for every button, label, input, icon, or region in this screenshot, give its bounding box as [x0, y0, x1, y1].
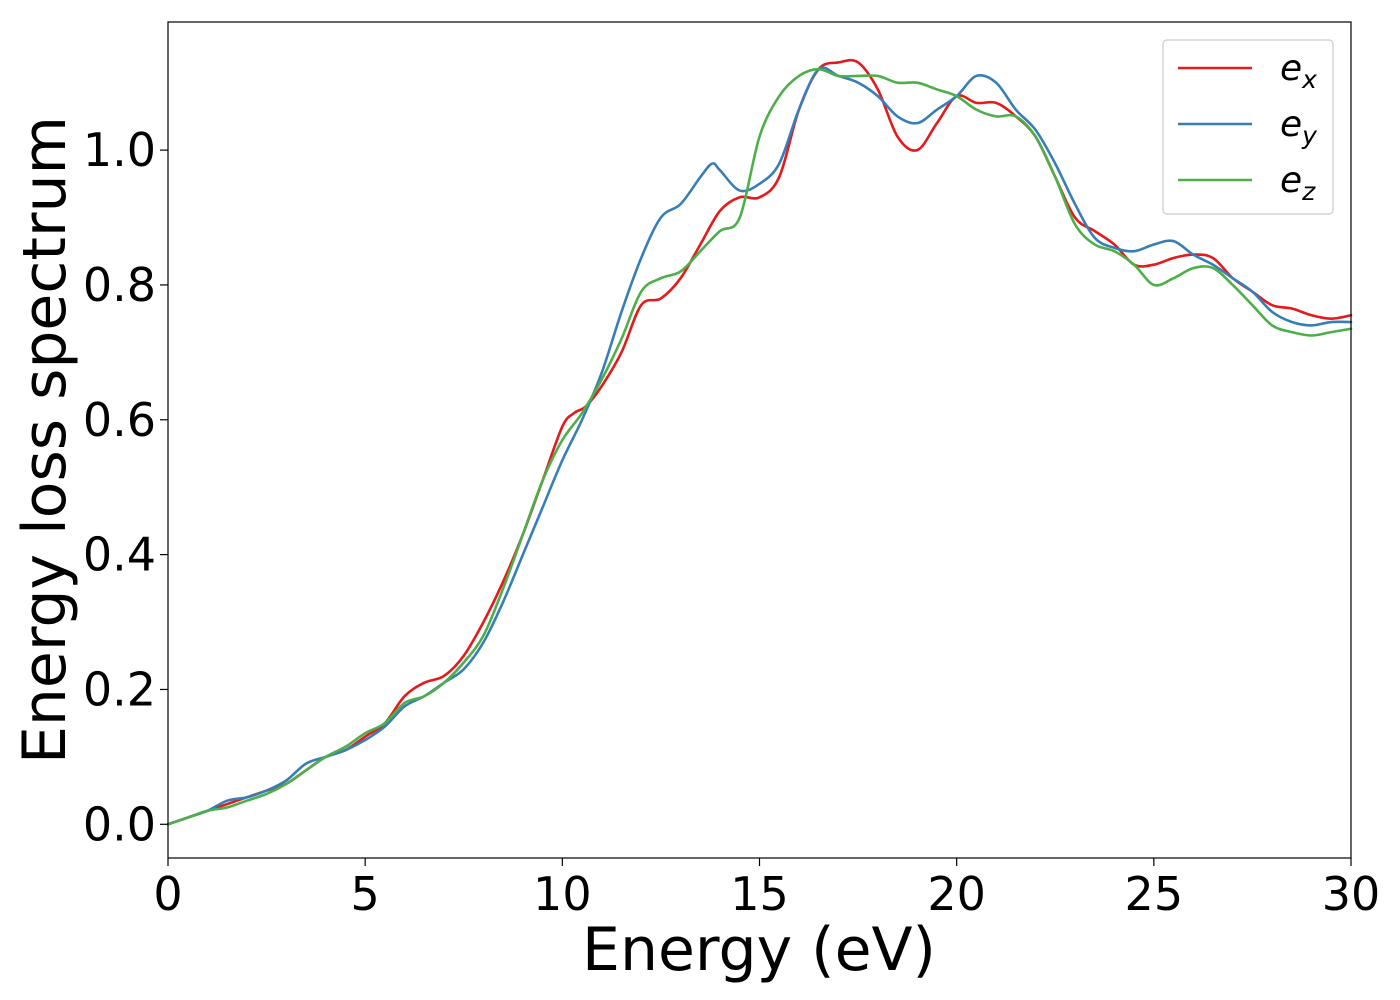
plot-area: [168, 22, 1351, 858]
legend-label-e-z: ez: [1280, 160, 1316, 206]
x-tick-label: 25: [1125, 867, 1184, 921]
legend-label-e-y: ey: [1280, 104, 1318, 150]
y-tick-label: 0.8: [83, 258, 156, 312]
x-tick-label: 30: [1322, 867, 1381, 921]
series-layer: [166, 58, 1353, 826]
tick-layer: 0 5 10 15 20 25 30 0.0 0.2 0.4 0.6 0.8 1.0: [83, 123, 1380, 921]
series-line-e-x: [166, 58, 1353, 826]
legend: ex ey ez: [1162, 39, 1334, 215]
y-tick-label: 0.6: [83, 393, 156, 447]
series-line-e-y: [166, 66, 1353, 826]
x-axis-label: Energy (eV): [582, 915, 936, 985]
x-tick-label: 20: [927, 867, 986, 921]
y-axis-label: Energy loss spectrum: [10, 116, 80, 764]
y-tick-label: 1.0: [83, 123, 156, 177]
series-line-e-z: [166, 67, 1353, 826]
legend-box: [1162, 39, 1334, 215]
legend-label-e-x: ex: [1280, 48, 1317, 94]
x-tick-label: 0: [153, 867, 182, 921]
x-tick-label: 5: [351, 867, 380, 921]
y-tick-label: 0.2: [83, 662, 156, 716]
x-tick-label: 15: [730, 867, 789, 921]
y-tick-label: 0.0: [83, 797, 156, 851]
x-tick-label: 10: [533, 867, 592, 921]
y-tick-label: 0.4: [83, 528, 156, 582]
